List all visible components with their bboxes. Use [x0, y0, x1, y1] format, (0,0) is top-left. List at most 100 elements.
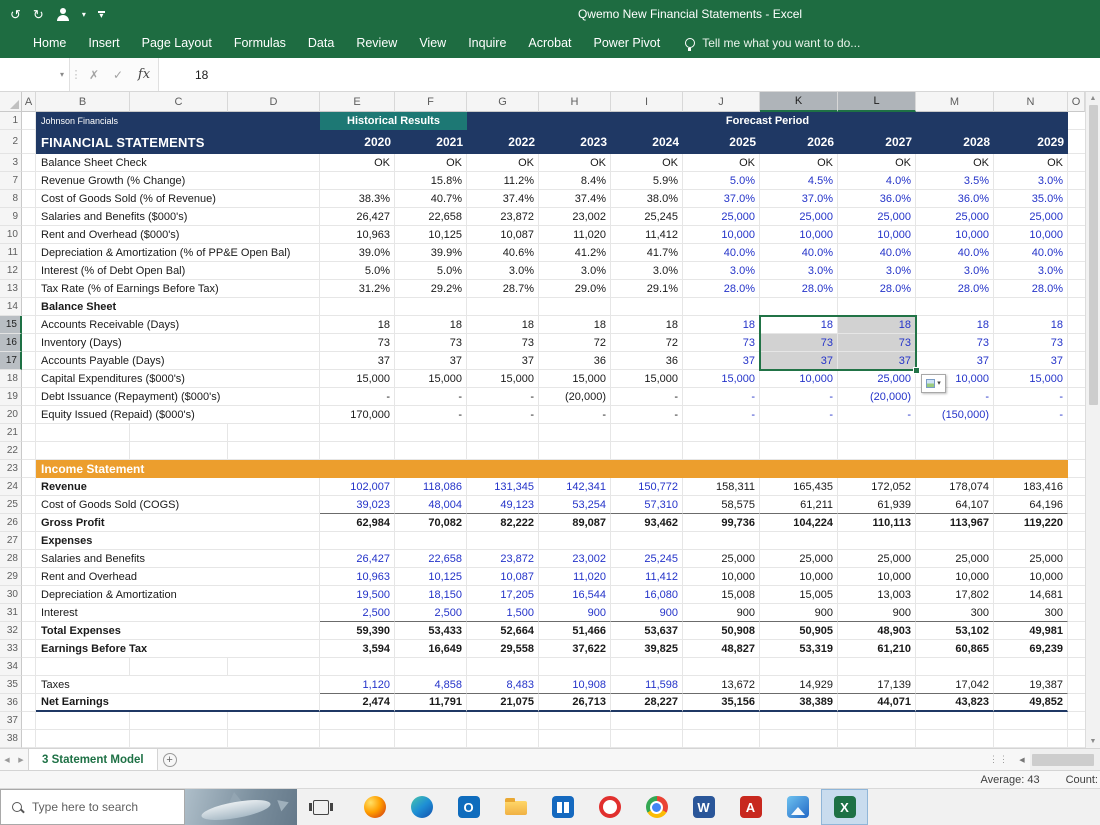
formula-input[interactable]: 18	[158, 58, 1100, 91]
cell-a1[interactable]	[22, 112, 36, 130]
cell-k17[interactable]: 37	[760, 352, 838, 370]
ribbon-tab-view[interactable]: View	[419, 36, 447, 50]
cell-g14[interactable]	[467, 298, 539, 316]
ribbon-tab-review[interactable]: Review	[356, 36, 398, 50]
row-header-34[interactable]: 34	[0, 658, 22, 676]
cell-e26[interactable]: 62,984	[320, 514, 395, 532]
cell-i15[interactable]: 18	[611, 316, 683, 334]
vertical-scrollbar[interactable]: ▲ ▼	[1085, 92, 1100, 748]
enter-icon[interactable]: ✓	[112, 67, 124, 82]
cell-h15[interactable]: 18	[539, 316, 611, 334]
cell-n35[interactable]: 19,387	[994, 676, 1068, 694]
cell-j36[interactable]: 35,156	[683, 694, 760, 712]
cell-f35[interactable]: 4,858	[395, 676, 467, 694]
cell-a27[interactable]	[22, 532, 36, 550]
cell-g13[interactable]: 28.7%	[467, 280, 539, 298]
cell-i17[interactable]: 36	[611, 352, 683, 370]
row-header-23[interactable]: 23	[0, 460, 22, 478]
cell-a23[interactable]	[22, 460, 36, 478]
ribbon-tab-acrobat[interactable]: Acrobat	[528, 36, 572, 50]
cell-h28[interactable]: 23,002	[539, 550, 611, 568]
cell-g35[interactable]: 8,483	[467, 676, 539, 694]
cell-e17[interactable]: 37	[320, 352, 395, 370]
cell-g9[interactable]: 23,872	[467, 208, 539, 226]
cell-l20[interactable]: -	[838, 406, 916, 424]
column-header-e[interactable]: E	[320, 92, 395, 112]
cell-a29[interactable]	[22, 568, 36, 586]
cell-g15[interactable]: 18	[467, 316, 539, 334]
cell-n25[interactable]: 64,196	[994, 496, 1068, 514]
cell-e33[interactable]: 3,594	[320, 640, 395, 658]
column-header-l[interactable]: L	[838, 92, 916, 112]
cell-k15[interactable]: 18	[760, 316, 838, 334]
cell-l31[interactable]: 900	[838, 604, 916, 622]
cell-m35[interactable]: 17,042	[916, 676, 994, 694]
cell-i14[interactable]	[611, 298, 683, 316]
cell-m31[interactable]: 300	[916, 604, 994, 622]
cell-h31[interactable]: 900	[539, 604, 611, 622]
cell-n17[interactable]: 37	[994, 352, 1068, 370]
cell-n22[interactable]	[994, 442, 1068, 460]
cell-g20[interactable]: -	[467, 406, 539, 424]
cell-a8[interactable]	[22, 190, 36, 208]
cell-e27[interactable]	[320, 532, 395, 550]
cell-f32[interactable]: 53,433	[395, 622, 467, 640]
cell-o24[interactable]	[1068, 478, 1085, 496]
cell-l19[interactable]: (20,000)	[838, 388, 916, 406]
cell-k30[interactable]: 15,005	[760, 586, 838, 604]
cell-h33[interactable]: 37,622	[539, 640, 611, 658]
cell-f28[interactable]: 22,658	[395, 550, 467, 568]
cell-h38[interactable]	[539, 730, 611, 748]
cell-i32[interactable]: 53,637	[611, 622, 683, 640]
taskbar-acrobat[interactable]	[727, 789, 774, 825]
cell-o23[interactable]	[1068, 460, 1085, 478]
cell-a18[interactable]	[22, 370, 36, 388]
cell-d21[interactable]	[228, 424, 320, 442]
row-header-29[interactable]: 29	[0, 568, 22, 586]
cell-j28[interactable]: 25,000	[683, 550, 760, 568]
taskbar-file-explorer[interactable]	[492, 789, 539, 825]
cell-j26[interactable]: 99,736	[683, 514, 760, 532]
cell-m25[interactable]: 64,107	[916, 496, 994, 514]
cell-e3[interactable]: OK	[320, 154, 395, 172]
label-10[interactable]: Rent and Overhead ($000's)	[36, 226, 320, 244]
cell-e24[interactable]: 102,007	[320, 478, 395, 496]
cell-o28[interactable]	[1068, 550, 1085, 568]
cell-n26[interactable]: 119,220	[994, 514, 1068, 532]
cell-h10[interactable]: 11,020	[539, 226, 611, 244]
cell-d38[interactable]	[228, 730, 320, 748]
cell-e29[interactable]: 10,963	[320, 568, 395, 586]
cell-l18[interactable]: 25,000	[838, 370, 916, 388]
cell-k28[interactable]: 25,000	[760, 550, 838, 568]
cell-l35[interactable]: 17,139	[838, 676, 916, 694]
cell-k8[interactable]: 37.0%	[760, 190, 838, 208]
cell-l15[interactable]: 18	[838, 316, 916, 334]
row-header-19[interactable]: 19	[0, 388, 22, 406]
cell-m29[interactable]: 10,000	[916, 568, 994, 586]
cell-f16[interactable]: 73	[395, 334, 467, 352]
cell-h13[interactable]: 29.0%	[539, 280, 611, 298]
label-17[interactable]: Accounts Payable (Days)	[36, 352, 320, 370]
cell-k25[interactable]: 61,211	[760, 496, 838, 514]
cell-n37[interactable]	[994, 712, 1068, 730]
cell-f38[interactable]	[395, 730, 467, 748]
cell-e38[interactable]	[320, 730, 395, 748]
cell-e28[interactable]: 26,427	[320, 550, 395, 568]
cell-l33[interactable]: 61,210	[838, 640, 916, 658]
cell-i18[interactable]: 15,000	[611, 370, 683, 388]
cell-l25[interactable]: 61,939	[838, 496, 916, 514]
label-29[interactable]: Rent and Overhead	[36, 568, 320, 586]
cell-f12[interactable]: 5.0%	[395, 262, 467, 280]
cell-j21[interactable]	[683, 424, 760, 442]
cell-l13[interactable]: 28.0%	[838, 280, 916, 298]
cell-a17[interactable]	[22, 352, 36, 370]
label-11[interactable]: Depreciation & Amortization (% of PP&E O…	[36, 244, 320, 262]
cell-e32[interactable]: 59,390	[320, 622, 395, 640]
cell-o38[interactable]	[1068, 730, 1085, 748]
label-8[interactable]: Cost of Goods Sold (% of Revenue)	[36, 190, 320, 208]
shark-image[interactable]	[185, 789, 297, 825]
cell-m12[interactable]: 3.0%	[916, 262, 994, 280]
cell-n14[interactable]	[994, 298, 1068, 316]
cell-a26[interactable]	[22, 514, 36, 532]
cell-k19[interactable]: -	[760, 388, 838, 406]
